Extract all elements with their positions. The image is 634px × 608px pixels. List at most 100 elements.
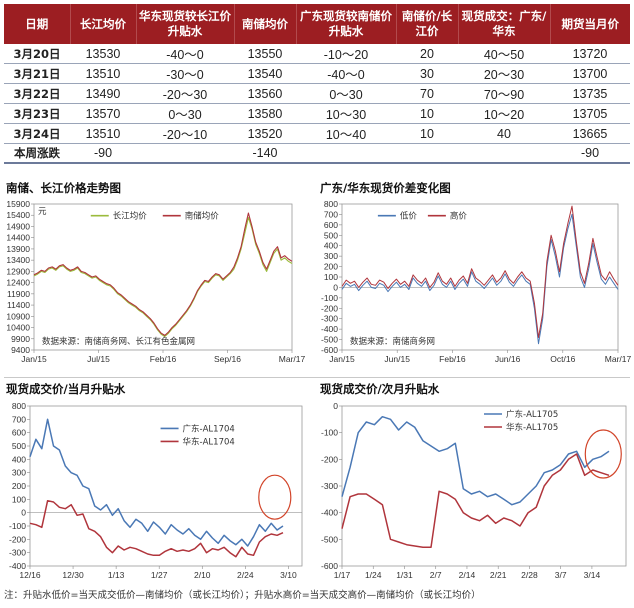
- header-spot-trade: 现货成交：广东/华东: [458, 4, 551, 44]
- x-tick-label: 3/7: [555, 570, 567, 580]
- table-cell: 10: [396, 103, 458, 124]
- plot-area: [33, 203, 293, 351]
- source-note: 数据来源：南储商务网、长江有色金属网: [42, 336, 195, 347]
- table-cell: -90: [70, 143, 136, 164]
- series-line-1: [33, 216, 293, 338]
- table-cell-date: 本周涨跌: [4, 143, 70, 164]
- x-tick-label: 2/10: [194, 570, 211, 580]
- table-cell: 40: [458, 123, 550, 144]
- table-cell: -90: [550, 143, 630, 164]
- y-tick-label: 13400: [6, 255, 30, 265]
- y-tick-label: 300: [12, 468, 26, 478]
- y-tick-label: 10400: [6, 323, 30, 333]
- highlight-circle: [258, 474, 292, 520]
- y-tick-label: 200: [324, 262, 338, 272]
- y-tick-label: -100: [9, 521, 26, 531]
- x-tick-label: 1/17: [334, 570, 351, 580]
- table-row: 3月24日 13510 -20～10 13520 10～40 10 40 13665: [4, 123, 630, 144]
- x-tick-label: 3/14: [584, 570, 601, 580]
- header-futures-month: 期货当月价: [550, 4, 630, 44]
- x-tick-label: 1/13: [108, 570, 125, 580]
- legend-label: 低价: [400, 211, 418, 222]
- x-tick-label: Sep/16: [214, 354, 241, 364]
- y-tick-label: 12400: [6, 278, 30, 288]
- table-cell-date: 3月24日: [4, 123, 70, 144]
- x-tick-label: Jan/15: [329, 354, 355, 364]
- table-cell: 10～20: [458, 103, 550, 124]
- highlight-circle: [584, 429, 622, 479]
- table-cell: 13665: [550, 123, 630, 144]
- x-tick-label: 1/27: [151, 570, 168, 580]
- chart-nanchu-changjiang: 9400990010400109001140011900124001290013…: [6, 199, 305, 364]
- y-tick-label: 0: [21, 508, 26, 518]
- table-cell: -10～20: [296, 44, 396, 64]
- table-cell: 30: [396, 63, 458, 84]
- y-tick-label: 0: [333, 401, 338, 411]
- table-cell: 70: [396, 83, 458, 104]
- table-cell: -140: [234, 143, 296, 164]
- x-tick-label: 1/24: [365, 570, 382, 580]
- y-tick-label: 10900: [6, 311, 30, 321]
- x-tick-label: 1/31: [396, 570, 413, 580]
- table-cell: 13735: [550, 83, 630, 104]
- table-cell: 20: [396, 44, 458, 64]
- y-tick-label: 13900: [6, 244, 30, 254]
- y-tick-label: -500: [321, 534, 338, 544]
- y-tick-label: 600: [324, 220, 338, 230]
- table-cell-date: 3月23日: [4, 103, 70, 124]
- y-tick-label: -100: [321, 428, 338, 438]
- y-tick-label: 11900: [7, 289, 30, 299]
- chart3-title: 现货成交价/当月升贴水: [6, 382, 126, 396]
- y-tick-label: 0: [333, 282, 338, 292]
- table-cell: 13720: [550, 44, 630, 64]
- y-tick-label: 9400: [11, 345, 30, 355]
- x-tick-label: Jul/15: [87, 354, 110, 364]
- y-tick-label: -400: [321, 508, 338, 518]
- table-cell: 0～30: [296, 83, 396, 104]
- table-body: 3月20日 13530 -40～0 13550 -10～20 20 40～50 13720 3月…: [4, 44, 630, 164]
- table-cell: 13520: [234, 123, 296, 144]
- table-row: 3月22日 13490 -20～30 13560 0～30 70 70～90 13735: [4, 83, 630, 104]
- table-row: 本周涨跌 -90 -140 -90: [4, 143, 630, 164]
- legend-label: 长江均价: [113, 211, 148, 222]
- y-tick-label: 100: [324, 272, 338, 282]
- price-table: 日期 长江均价 华东现货较长江价升贴水 南储均价 广东现货较南储价升贴水 南储价…: [4, 4, 630, 164]
- table-cell: 20～30: [458, 63, 550, 84]
- table-cell: -40～0: [136, 44, 234, 64]
- chart-guangdong-huadong-spread: -600-500-400-300-200-1000100200300400500…: [321, 199, 632, 364]
- table-cell: 13570: [70, 103, 136, 124]
- table-row: 3月21日 13510 -30～0 13540 -40～0 30 20～30 13700: [4, 63, 630, 84]
- table-cell: 13540: [234, 63, 296, 84]
- y-tick-label: 11400: [7, 300, 30, 310]
- table-row: 3月23日 13570 0～30 13580 10～30 10 10～20 13705: [4, 103, 630, 124]
- table-cell: 13580: [234, 103, 296, 124]
- y-tick-label: 400: [12, 454, 26, 464]
- y-tick-label: 800: [324, 199, 338, 209]
- x-tick-label: Feb/16: [150, 354, 177, 364]
- legend-label: 华东-AL1704: [183, 436, 235, 447]
- y-tick-label: -600: [321, 561, 338, 571]
- y-tick-label: -300: [321, 481, 338, 491]
- table-cell: 10～30: [296, 103, 396, 124]
- table-cell-date: 3月22日: [4, 83, 70, 104]
- plot-area: [341, 405, 627, 567]
- y-tick-label: 14400: [6, 233, 30, 243]
- series-line-1: [341, 213, 619, 345]
- table-cell: [396, 143, 458, 164]
- chart1-title: 南储、长江价格走势图: [6, 181, 121, 195]
- y-tick-label: 800: [12, 401, 26, 411]
- header-nanchu-avg: 南储均价: [234, 4, 297, 44]
- series-line-1: [29, 418, 284, 547]
- legend-label: 广东-AL1705: [506, 409, 558, 420]
- x-tick-label: 2/21: [490, 570, 507, 580]
- y-tick-label: 9900: [11, 334, 30, 344]
- y-tick-label: -300: [321, 314, 338, 324]
- table-row: 3月20日 13530 -40～0 13550 -10～20 20 40～50 13720: [4, 44, 630, 64]
- legend-label: 华东-AL1705: [506, 422, 558, 433]
- legend-label: 高价: [450, 211, 468, 222]
- series-line-1: [341, 415, 610, 506]
- x-tick-label: Oct/16: [550, 354, 575, 364]
- x-tick-label: Mar/17: [279, 354, 306, 364]
- table-cell-date: 3月21日: [4, 63, 70, 84]
- table-header-row: 日期 长江均价 华东现货较长江价升贴水 南储均价 广东现货较南储价升贴水 南储价…: [4, 4, 630, 44]
